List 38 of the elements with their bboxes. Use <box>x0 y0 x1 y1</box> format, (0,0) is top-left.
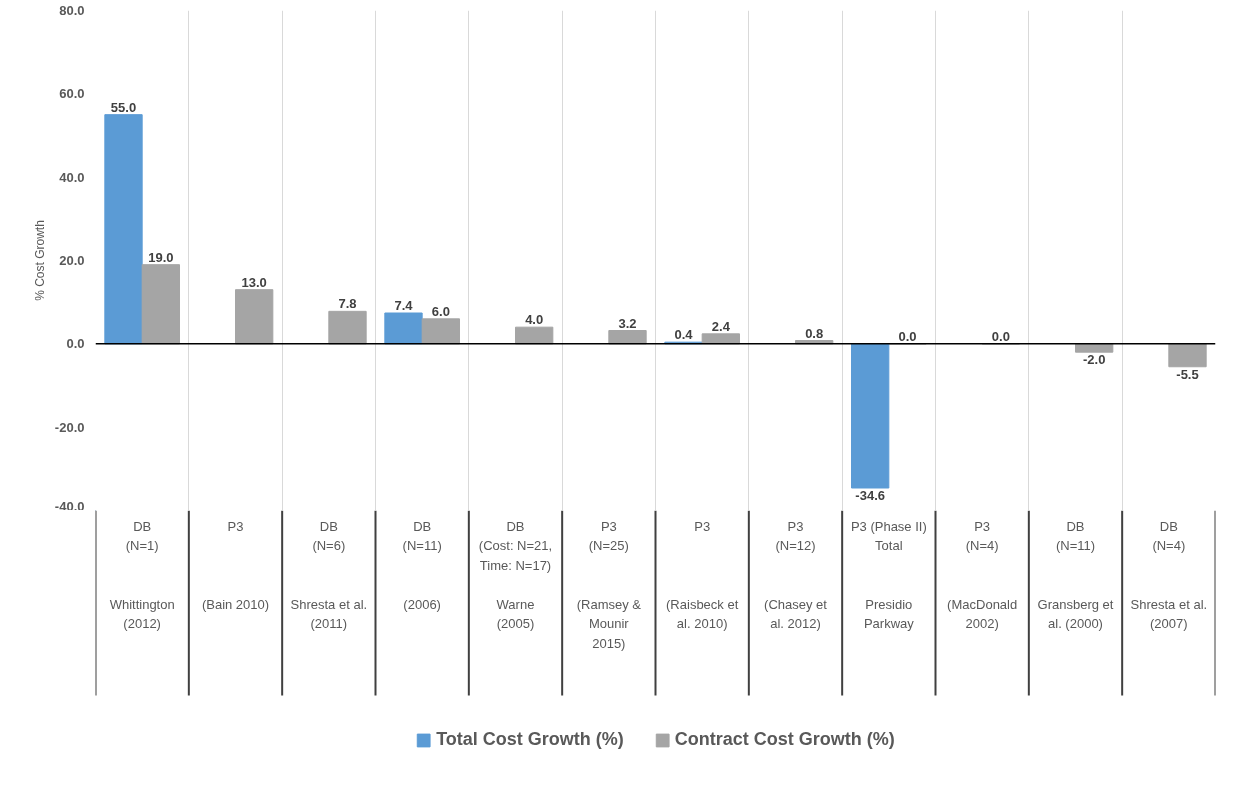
y-tick-label: 20.0 <box>59 253 85 268</box>
data-label: 4.0 <box>525 312 544 328</box>
legend-label: Total Cost Growth (%) <box>436 729 624 750</box>
data-label: -2.0 <box>1082 352 1106 368</box>
category-label: P3 (N=4) (MacDonald 2002) <box>947 518 1018 631</box>
data-label: 0.0 <box>991 328 1010 344</box>
category-label: DB (N=4) Shresta et al. (2007) <box>1130 518 1208 631</box>
y-tick-label: 60.0 <box>59 86 85 102</box>
data-label: 7.8 <box>338 296 357 312</box>
data-label: 2.4 <box>711 318 731 334</box>
data-label: 55.0 <box>110 99 137 115</box>
data-label: 19.0 <box>148 249 174 265</box>
category-label: P3 (Raisbeck et al. 2010) <box>666 518 739 631</box>
data-label: 0.8 <box>805 325 824 341</box>
y-tick-label: -20.0 <box>54 419 85 435</box>
category-label: DB (N=11) (2006) <box>402 518 442 612</box>
category-label: DB (N=6) Shresta et al. (2011) <box>290 518 368 631</box>
data-label: 0.0 <box>898 328 917 344</box>
data-label: -34.6 <box>855 488 885 503</box>
data-label: 7.4 <box>394 298 414 313</box>
y-tick-label: 0.0 <box>66 336 85 352</box>
category-label: DB (N=11) Gransberg et al. (2000) <box>1037 518 1114 631</box>
category-label: P3 (N=25) (Ramsey & Mounir 2015) <box>576 518 641 651</box>
y-tick-label: 40.0 <box>59 169 85 185</box>
category-label: P3 (Phase II) Total Presidio Parkway <box>850 518 927 631</box>
category-label: P3 (N=12) (Chasey et al. 2012) <box>764 518 827 631</box>
data-label: 3.2 <box>618 315 637 331</box>
data-label: -5.5 <box>1176 366 1199 382</box>
legend-label: Contract Cost Growth (%) <box>674 729 895 750</box>
y-tick-label: 80.0 <box>59 3 85 18</box>
category-label: P3 (Bain 2010) <box>201 518 270 612</box>
y-axis-title: % Cost Growth <box>32 220 47 301</box>
category-label: DB (N=1) Whittington (2012) <box>109 518 175 631</box>
data-label: 13.0 <box>241 274 267 290</box>
data-label: 0.4 <box>674 327 694 343</box>
y-tick-label: -40.0 <box>54 498 85 514</box>
data-label: 6.0 <box>431 303 450 319</box>
category-label: DB (Cost: N=21, Time: N=17) Warne (2005) <box>478 518 553 631</box>
